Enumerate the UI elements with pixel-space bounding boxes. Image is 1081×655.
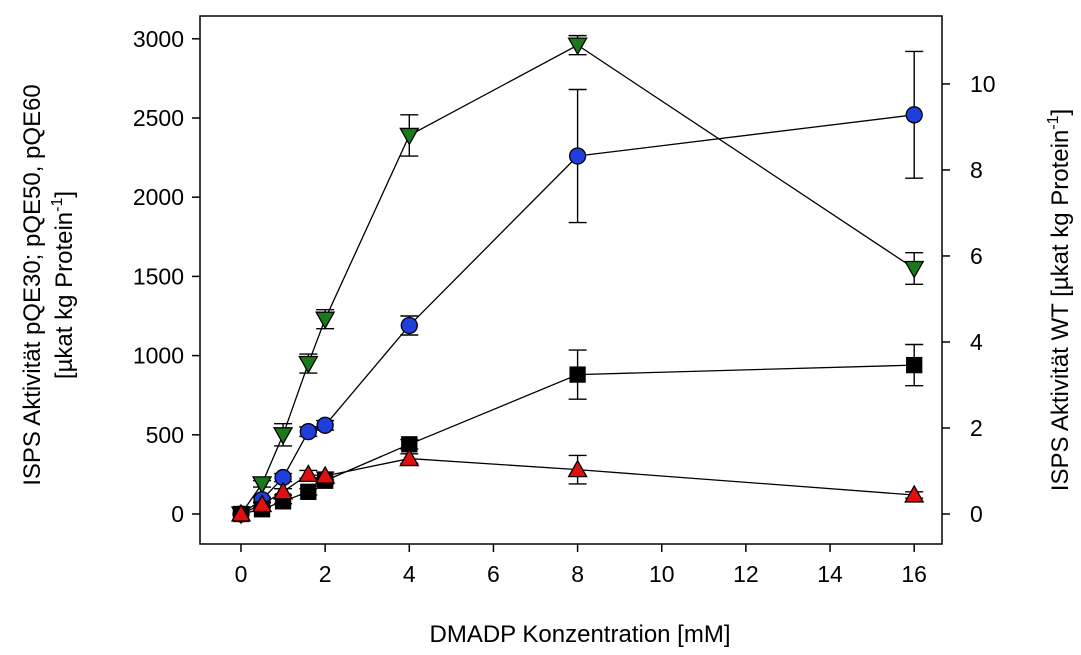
x-tick-label: 10 — [649, 561, 675, 587]
y-right-axis-title: ISPS Aktivität WT [µkat kg Protein-1] — [1045, 109, 1074, 491]
y-right-tick-label: 0 — [970, 501, 983, 527]
y-left-tick-label: 2500 — [133, 105, 184, 131]
y-right-axis-ticks: 0 2 4 6 8 10 — [942, 71, 996, 527]
y-right-axis-title-text: ISPS Aktivität WT [µkat kg Protein-1] — [1045, 109, 1074, 491]
data-point — [299, 422, 317, 441]
y-right-tick-label: 4 — [970, 329, 983, 355]
y-left-tick-label: 2000 — [133, 184, 184, 210]
data-point — [569, 366, 586, 383]
y-left-unit-superscript: -1 — [49, 198, 66, 212]
x-tick-label: 0 — [235, 561, 248, 587]
series-triangle-up — [230, 448, 925, 522]
x-tick-label: 16 — [901, 561, 927, 587]
y-right-unit-suffix: ] — [1047, 109, 1074, 116]
x-tick-label: 6 — [487, 561, 500, 587]
data-point — [905, 106, 923, 124]
series-line — [240, 44, 915, 515]
data-point — [251, 494, 273, 513]
y-left-tick-label: 1000 — [133, 343, 184, 369]
series-group — [230, 34, 925, 525]
data-point — [906, 356, 923, 374]
y-left-axis-ticks: 0 500 1000 1500 2000 2500 3000 — [133, 26, 200, 527]
x-tick-label: 8 — [571, 561, 584, 587]
x-axis-title: DMADP Konzentration [mM] — [430, 621, 731, 648]
data-point — [272, 481, 294, 500]
x-tick-label: 4 — [403, 561, 416, 587]
data-point — [904, 484, 925, 503]
x-tick-label: 2 — [319, 561, 332, 587]
y-left-axis-title-line2: [µkat kg Protein-1] — [49, 191, 78, 379]
plot-frame — [199, 15, 943, 545]
y-left-unit-prefix: [µkat kg Protein — [51, 212, 78, 379]
data-point — [399, 448, 420, 467]
data-point — [315, 465, 336, 484]
data-point — [316, 416, 334, 434]
plot-area-border — [199, 15, 943, 545]
x-tick-label: 14 — [817, 561, 843, 587]
y-left-tick-label: 3000 — [133, 26, 184, 52]
y-left-tick-label: 0 — [171, 501, 184, 527]
series-square — [232, 343, 924, 523]
y-right-tick-label: 8 — [970, 157, 983, 183]
data-point — [230, 503, 252, 522]
data-point — [567, 459, 588, 478]
data-point — [399, 127, 420, 146]
y-right-unit-prefix: ISPS Aktivität WT [µkat kg Protein — [1047, 130, 1074, 492]
data-point — [298, 355, 319, 374]
data-point — [298, 464, 319, 483]
x-tick-label: 12 — [733, 561, 759, 587]
data-point — [251, 476, 273, 495]
y-right-unit-superscript: -1 — [1045, 115, 1062, 129]
data-point — [904, 260, 925, 279]
data-point — [300, 483, 317, 500]
data-point — [567, 37, 588, 56]
data-point — [272, 427, 294, 446]
y-left-tick-label: 1500 — [133, 263, 184, 289]
series-circle — [232, 50, 924, 523]
y-left-axis-title-line1: ISPS Aktivität pQE30; pQE50, pQE60 — [19, 84, 46, 486]
y-right-tick-label: 2 — [970, 415, 983, 441]
y-left-tick-label: 500 — [146, 422, 184, 448]
y-left-unit-suffix: ] — [51, 191, 78, 198]
y-right-tick-label: 6 — [970, 243, 983, 269]
data-point — [568, 147, 587, 165]
x-axis-ticks: 0 2 4 6 8 10 12 14 16 — [235, 544, 927, 587]
data-point — [400, 316, 418, 335]
data-point — [315, 311, 336, 330]
y-left-axis-title: ISPS Aktivität pQE30; pQE50, pQE60 [µkat… — [19, 84, 78, 486]
y-right-tick-label: 10 — [970, 71, 996, 97]
